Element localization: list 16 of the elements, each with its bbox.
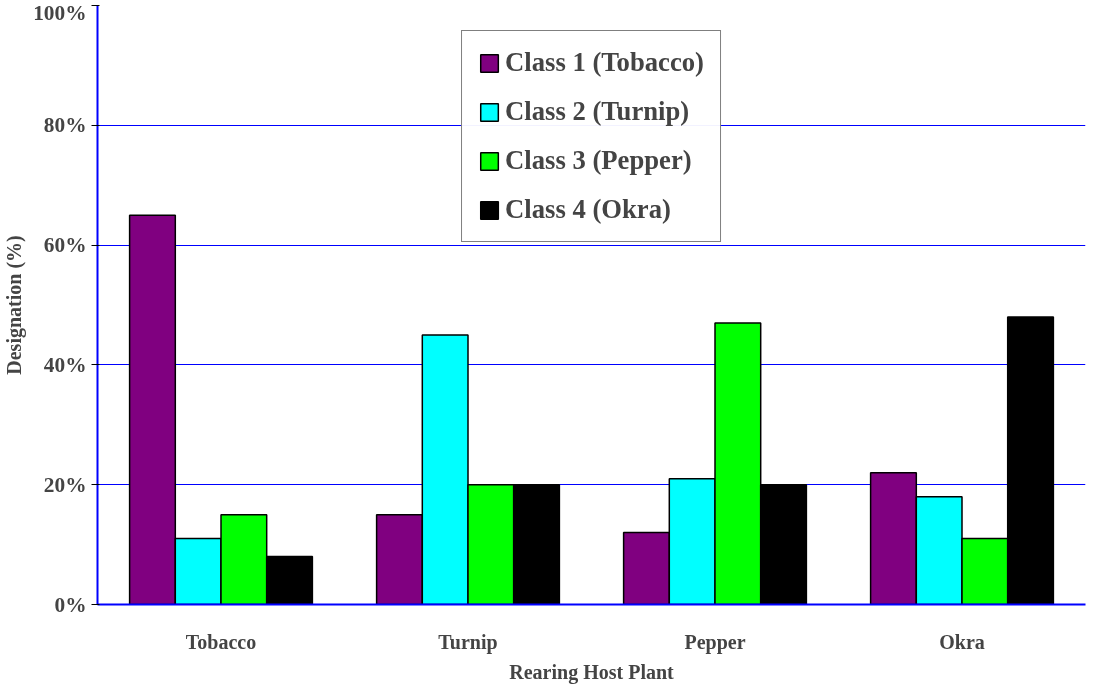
legend-label: Class 3 (Pepper) [505,145,692,176]
x-axis-title: Rearing Host Plant [509,660,675,684]
legend-label: Class 2 (Turnip) [505,96,690,127]
y-tick-label: 80% [43,113,87,138]
y-tick-label: 20% [43,472,87,497]
x-tick-label: Okra [939,630,985,653]
legend-label: Class 4 (Okra) [505,194,671,225]
y-tick-label: 40% [43,352,87,377]
x-tick-label: Pepper [684,630,746,654]
legend-label: Class 1 (Tobacco) [505,47,704,78]
y-tick-label: 100% [33,0,87,25]
y-tick-label: 60% [43,233,87,258]
y-axis-title: Designation (%) [3,235,27,375]
x-tick-label: Tobacco [185,630,257,653]
y-tick-label: 0% [54,592,87,617]
x-tick-label: Turnip [438,630,498,654]
